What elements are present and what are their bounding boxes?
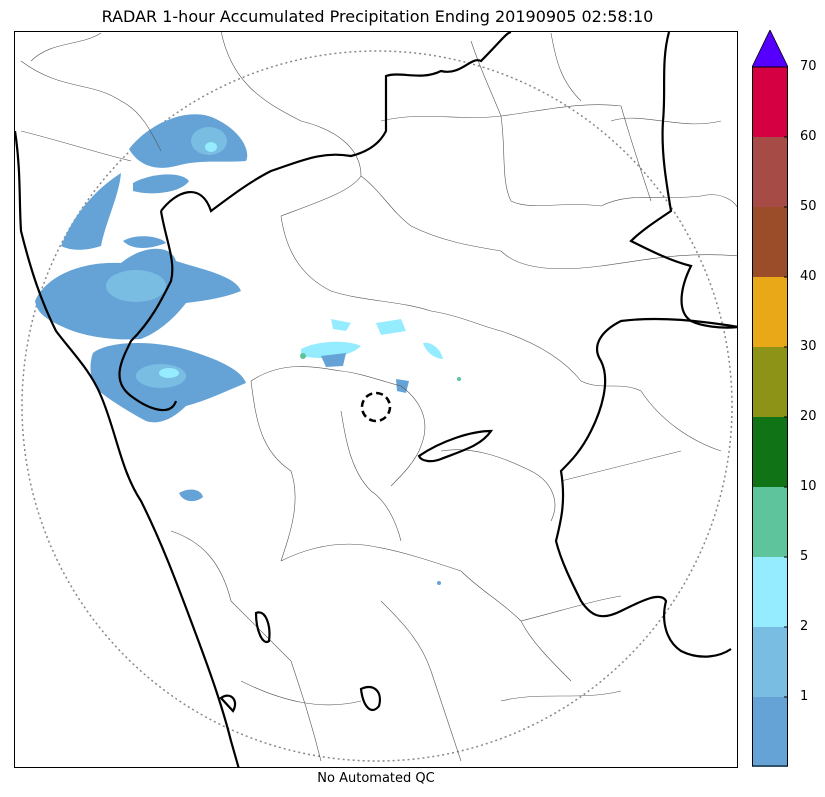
colorbar-segment [752, 627, 788, 697]
district-boundaries [20, 32, 737, 762]
precip-area [159, 368, 179, 378]
map-canvas [15, 32, 737, 767]
colorbar-tick-label: 1 [800, 689, 809, 704]
colorbar-tick-label: 40 [800, 269, 817, 284]
precip-area [457, 377, 461, 381]
colorbar-tick-label: 70 [800, 59, 817, 74]
colorbar-segment [752, 487, 788, 557]
qc-note: No Automated QC [317, 771, 435, 786]
colorbar-tick-label: 60 [800, 129, 817, 144]
precip-area [331, 319, 351, 331]
colorbar-tick-label: 30 [800, 339, 817, 354]
colorbar-tick-label: 5 [800, 549, 809, 564]
precip-area [191, 127, 227, 155]
colorbar-segment [752, 697, 788, 767]
colorbar-segment [752, 137, 788, 207]
colorbar-segment [752, 207, 788, 277]
colorbar-segment [752, 557, 788, 627]
precipitation-layer [35, 114, 461, 585]
precip-area [423, 342, 443, 359]
radar-range-ring [21, 50, 733, 762]
colorbar-extend-triangle [752, 30, 788, 68]
state-boundaries [15, 32, 737, 767]
precip-area [205, 142, 217, 152]
colorbar-tick-label: 10 [800, 479, 817, 494]
colorbar [752, 30, 788, 767]
precip-area [123, 236, 166, 248]
precip-area [106, 270, 166, 302]
map-title: RADAR 1-hour Accumulated Precipitation E… [101, 7, 654, 26]
precip-area [61, 173, 121, 250]
precip-area [300, 353, 306, 359]
colorbar-segment [752, 277, 788, 347]
precip-area [321, 353, 346, 367]
precip-area [133, 174, 189, 194]
precip-area [376, 319, 406, 335]
radar-site-marker [360, 391, 392, 423]
precip-area [179, 489, 203, 502]
colorbar-tick-label: 2 [800, 619, 809, 634]
colorbar-tick-label: 50 [800, 199, 817, 214]
colorbar-tick-label: 20 [800, 409, 817, 424]
precip-area [437, 581, 441, 585]
colorbar-segment [752, 347, 788, 417]
colorbar-segment [752, 417, 788, 487]
precip-area [301, 341, 361, 358]
radar-map[interactable] [14, 31, 738, 768]
colorbar-segment [752, 67, 788, 137]
precip-area [129, 114, 248, 168]
